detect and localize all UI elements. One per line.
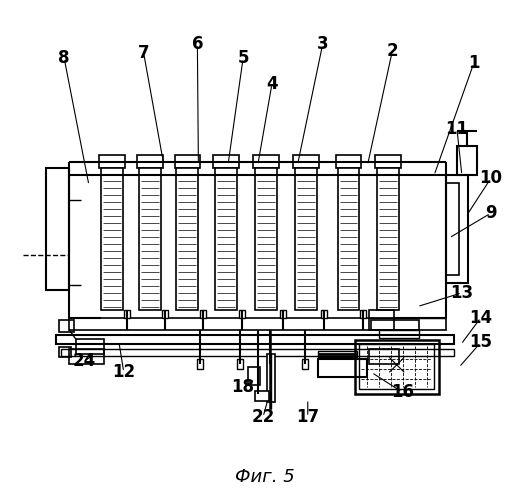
Bar — [335, 154, 361, 168]
Bar — [255, 391, 269, 401]
Bar — [255, 168, 277, 310]
Bar — [139, 168, 161, 310]
Text: 3: 3 — [317, 35, 329, 53]
Bar — [174, 154, 200, 168]
Bar — [267, 354, 275, 402]
Text: 15: 15 — [469, 334, 492, 351]
Bar — [446, 184, 459, 275]
Text: 9: 9 — [485, 204, 497, 222]
Bar — [197, 360, 204, 370]
Bar — [302, 360, 308, 370]
Bar — [101, 168, 123, 310]
Bar — [137, 154, 163, 168]
Bar — [379, 330, 419, 338]
Bar — [360, 310, 366, 318]
Bar — [375, 154, 401, 168]
Bar — [248, 368, 260, 385]
Bar — [69, 350, 104, 364]
Bar — [372, 320, 419, 330]
Bar — [369, 310, 394, 330]
Bar — [369, 350, 399, 364]
Bar — [215, 168, 237, 310]
Text: 7: 7 — [138, 44, 149, 62]
Bar — [355, 340, 439, 394]
Bar — [338, 168, 359, 310]
Bar — [377, 168, 399, 310]
Text: 5: 5 — [237, 49, 249, 67]
Bar — [46, 168, 69, 290]
Bar — [59, 348, 71, 358]
Bar — [200, 310, 206, 318]
Bar — [293, 154, 319, 168]
Text: 11: 11 — [445, 120, 469, 138]
Text: 17: 17 — [296, 408, 319, 426]
Bar — [295, 168, 317, 310]
Bar — [317, 360, 367, 378]
Bar — [99, 154, 125, 168]
Text: 10: 10 — [479, 170, 502, 188]
Text: 12: 12 — [112, 364, 135, 382]
Bar — [280, 310, 286, 318]
Bar — [61, 350, 454, 356]
Bar — [237, 360, 243, 370]
Text: Фиг. 5: Фиг. 5 — [235, 468, 295, 485]
Text: 13: 13 — [450, 284, 473, 302]
Bar — [76, 340, 104, 354]
Bar — [457, 146, 477, 176]
Text: 2: 2 — [386, 42, 398, 60]
Text: 24: 24 — [73, 352, 95, 370]
Text: 14: 14 — [469, 308, 492, 326]
Bar — [239, 310, 245, 318]
Bar — [317, 352, 357, 358]
Bar — [253, 154, 279, 168]
Bar — [162, 310, 167, 318]
Bar — [124, 310, 130, 318]
Bar — [321, 310, 326, 318]
Text: 16: 16 — [391, 383, 414, 401]
Text: 1: 1 — [468, 54, 480, 72]
Bar — [446, 176, 468, 283]
Text: 22: 22 — [251, 408, 275, 426]
Bar — [267, 360, 273, 370]
Text: 4: 4 — [266, 75, 278, 93]
Bar — [69, 318, 446, 330]
Bar — [359, 344, 434, 389]
Text: 18: 18 — [232, 378, 254, 396]
Bar — [176, 168, 198, 310]
Bar — [59, 320, 74, 332]
Bar — [56, 334, 454, 344]
Bar — [213, 154, 239, 168]
Text: 6: 6 — [192, 35, 203, 53]
Text: 8: 8 — [58, 49, 70, 67]
